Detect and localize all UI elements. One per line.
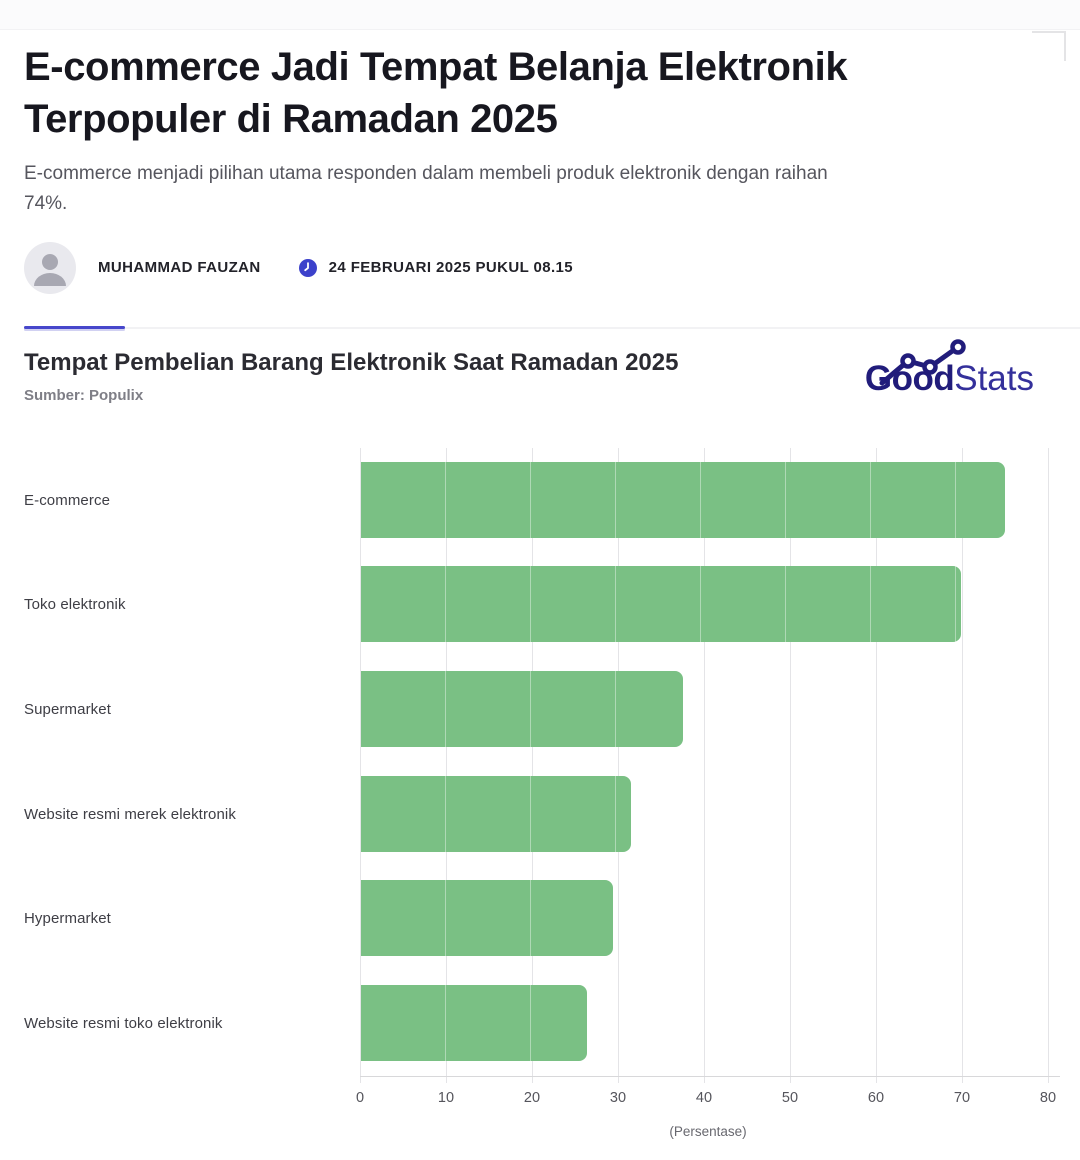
gridline: [446, 447, 447, 1083]
avatar: [24, 241, 76, 294]
divider-line: [24, 326, 1080, 329]
article-subtitle: E-commerce menjadi pilihan utama respond…: [24, 163, 828, 215]
bar: [361, 461, 1005, 538]
bar: [361, 671, 683, 748]
chart-source: Sumber: Populix: [24, 386, 144, 404]
x-tick: 10: [437, 1089, 455, 1106]
x-tick: 70: [953, 1089, 971, 1106]
gridlines: [360, 447, 1056, 1083]
chart-title: Tempat Pembelian Barang Elektronik Saat …: [24, 348, 679, 376]
bar: [361, 775, 631, 852]
gridline: [532, 447, 533, 1083]
bar-chart: E-commerce Toko elektronik Supermarket W…: [0, 447, 1080, 1148]
header-strip: [0, 0, 1080, 30]
bar-track: [360, 657, 1056, 762]
chart-row: Supermarket: [0, 657, 1080, 762]
publish-date: 24 FEBRUARI 2025 PUKUL 08.15: [328, 259, 574, 277]
chart-row: Website resmi merek elektronik: [0, 762, 1080, 867]
chart-header-left: Tempat Pembelian Barang Elektronik Saat …: [24, 349, 678, 404]
category-label: E-commerce: [24, 491, 111, 509]
goodstats-logo[interactable]: GoodStats: [865, 339, 1034, 399]
brand-light-text: Stats: [954, 358, 1034, 398]
x-tick: 0: [355, 1089, 365, 1106]
article-title: E-commerce Jadi Tempat Belanja Elektroni…: [24, 45, 848, 141]
category-label: Hypermarket: [24, 910, 111, 928]
x-tick: 80: [1039, 1089, 1057, 1106]
x-tick: 60: [867, 1089, 885, 1106]
chart-row: Hypermarket: [0, 866, 1080, 971]
chart-row: Website resmi toko elektronik: [0, 971, 1080, 1076]
x-tick: 20: [523, 1089, 541, 1106]
chart-row: E-commerce: [0, 448, 1080, 553]
x-tick: 50: [781, 1089, 799, 1106]
section-divider: [0, 325, 1080, 329]
gridline: [618, 447, 619, 1083]
gridline: [1048, 447, 1049, 1083]
bar: [361, 985, 588, 1062]
clipped-box-corner: [1032, 31, 1066, 61]
gridline: [360, 447, 361, 1083]
bar: [361, 566, 962, 643]
category-label: Website resmi toko elektronik: [24, 1014, 223, 1032]
bar-track: [360, 971, 1056, 1076]
category-label: Website resmi merek elektronik: [24, 805, 236, 823]
gridline: [790, 447, 791, 1083]
x-tick: 30: [609, 1089, 627, 1106]
bar-track: [360, 552, 1056, 657]
bar-track: [360, 762, 1056, 867]
author-name: MUHAMMAD FAUZAN: [98, 259, 261, 277]
chart-row: Toko elektronik: [0, 552, 1080, 657]
trend-line-icon: [879, 339, 966, 386]
bar-track: [360, 448, 1056, 553]
clock-icon: [298, 258, 317, 277]
bar: [361, 880, 614, 957]
byline: MUHAMMAD FAUZAN 24 FEBRUARI 2025 PUKUL 0…: [24, 241, 1056, 294]
x-axis-line: [360, 1075, 1060, 1077]
gridline: [876, 447, 877, 1083]
category-label: Toko elektronik: [24, 596, 126, 614]
x-axis-label: (Persentase): [669, 1123, 747, 1139]
category-label: Supermarket: [24, 700, 111, 718]
gridline: [704, 447, 705, 1083]
person-icon: [34, 253, 66, 286]
x-tick: 40: [695, 1089, 713, 1106]
gridline: [962, 447, 963, 1083]
bar-track: [360, 866, 1056, 971]
x-axis-ticks: 0 10 20 30 40 50 60 70 80: [356, 1089, 1057, 1110]
divider-accent: [24, 325, 125, 329]
